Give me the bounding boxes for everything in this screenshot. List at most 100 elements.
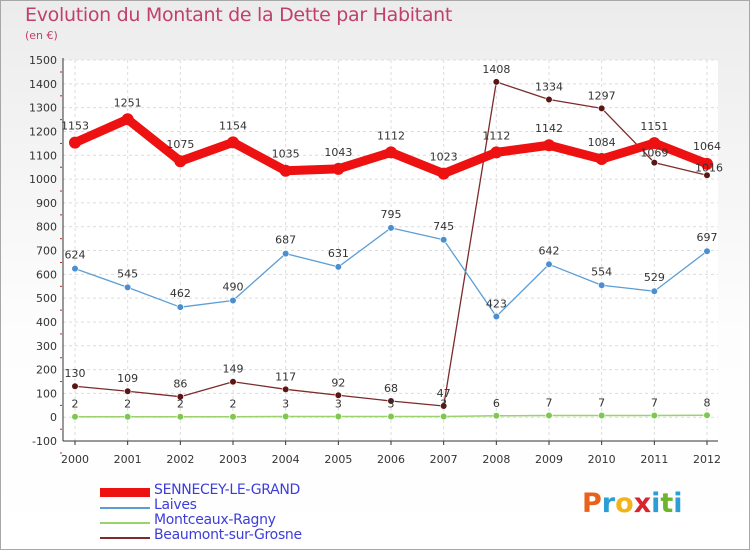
y-tick-label: 100 xyxy=(36,387,57,400)
data-point xyxy=(71,382,79,390)
data-point xyxy=(598,281,606,289)
data-label: 545 xyxy=(117,267,138,280)
data-label: 624 xyxy=(65,249,86,262)
data-label: 642 xyxy=(539,244,560,257)
data-point xyxy=(440,236,448,244)
legend-swatch xyxy=(100,507,150,509)
data-point xyxy=(385,146,397,159)
data-label: 631 xyxy=(328,247,349,260)
proxiti-logo: Proxiti xyxy=(582,488,683,519)
data-point xyxy=(703,247,711,255)
data-point xyxy=(490,146,503,159)
data-label: 1084 xyxy=(588,136,616,149)
data-label: 7 xyxy=(598,397,605,410)
data-label: 687 xyxy=(275,234,296,247)
y-tick-label: 900 xyxy=(36,197,57,210)
data-point xyxy=(492,78,500,86)
data-label: 745 xyxy=(433,220,454,233)
data-point xyxy=(387,412,395,421)
data-point xyxy=(332,162,345,175)
chart-subtitle: (en €) xyxy=(25,29,58,42)
axes: -100 0 100 200 300 400 500 600 700 800 900 1000 1100… xyxy=(29,54,721,466)
data-point xyxy=(334,263,342,271)
data-label: 697 xyxy=(697,231,718,244)
y-tick-label: 1400 xyxy=(29,78,57,91)
data-label: 3 xyxy=(388,397,395,410)
data-label: 1035 xyxy=(272,148,300,161)
data-point xyxy=(545,95,553,104)
data-label: 7 xyxy=(651,397,658,410)
data-point xyxy=(279,164,292,177)
legend-swatch xyxy=(100,488,150,497)
data-point xyxy=(543,139,555,152)
data-label: 1112 xyxy=(377,129,405,142)
data-point xyxy=(440,402,448,410)
data-point xyxy=(334,412,342,421)
data-label: 1064 xyxy=(693,140,721,153)
legend-label: Montceaux-Ragny xyxy=(154,512,276,528)
data-label: 1069 xyxy=(640,147,668,160)
data-label: 2 xyxy=(230,398,237,411)
x-tick-label: 2004 xyxy=(272,453,300,466)
data-point xyxy=(124,413,132,421)
legend-label: Laives xyxy=(154,497,197,513)
y-tick-label: -100 xyxy=(32,435,57,448)
data-point xyxy=(595,153,608,166)
data-point xyxy=(229,378,237,386)
data-point xyxy=(387,224,395,232)
data-label: 423 xyxy=(486,297,507,310)
x-tick-label: 2005 xyxy=(324,453,352,466)
data-point xyxy=(598,411,606,420)
data-label: 2 xyxy=(177,398,184,411)
data-label: 1153 xyxy=(61,120,89,133)
data-point xyxy=(650,159,658,167)
y-tick-label: 1500 xyxy=(29,54,57,67)
data-label: 1043 xyxy=(324,146,352,159)
data-label: 490 xyxy=(223,281,244,294)
y-tick-label: 1200 xyxy=(29,125,57,138)
y-tick-label: 400 xyxy=(36,316,57,329)
data-label: 1023 xyxy=(430,151,458,164)
data-point xyxy=(598,104,606,112)
data-point xyxy=(650,287,658,295)
series-layer xyxy=(69,78,713,421)
data-point xyxy=(703,411,711,419)
data-label: 3 xyxy=(282,397,289,410)
y-tick-label: 1000 xyxy=(29,173,57,186)
x-tick-label: 2008 xyxy=(482,453,510,466)
x-tick-label: 2009 xyxy=(535,453,563,466)
data-point xyxy=(229,296,237,305)
data-point xyxy=(71,413,79,421)
data-point xyxy=(492,312,500,321)
page-title: Evolution du Montant de la Dette par Hab… xyxy=(25,4,453,26)
logo-letter: o xyxy=(615,488,634,519)
data-point xyxy=(282,249,290,258)
data-point xyxy=(176,393,184,401)
x-tick-label: 2000 xyxy=(61,453,89,466)
logo-letter: x xyxy=(633,488,652,519)
data-label: 117 xyxy=(275,370,296,383)
data-point xyxy=(282,385,290,393)
data-label: 109 xyxy=(117,372,138,385)
legend-swatch xyxy=(100,522,150,524)
y-tick-label: 600 xyxy=(36,268,57,281)
data-label: 1154 xyxy=(219,119,247,132)
data-point xyxy=(650,411,658,420)
legend-swatch xyxy=(100,537,150,539)
data-point xyxy=(545,411,553,420)
data-point xyxy=(545,260,553,268)
data-label: 3 xyxy=(440,397,447,410)
data-label: 1408 xyxy=(482,63,510,76)
data-point xyxy=(176,413,184,421)
data-label: 149 xyxy=(223,363,244,376)
x-tick-label: 2003 xyxy=(219,453,247,466)
data-label: 92 xyxy=(331,376,345,389)
data-label: 554 xyxy=(591,265,612,278)
data-point xyxy=(648,137,661,150)
data-point xyxy=(124,283,132,292)
y-tick-label: 300 xyxy=(36,340,57,353)
data-label: 1112 xyxy=(482,129,510,142)
x-tick-label: 2010 xyxy=(588,453,616,466)
x-tick-label: 2007 xyxy=(430,453,458,466)
